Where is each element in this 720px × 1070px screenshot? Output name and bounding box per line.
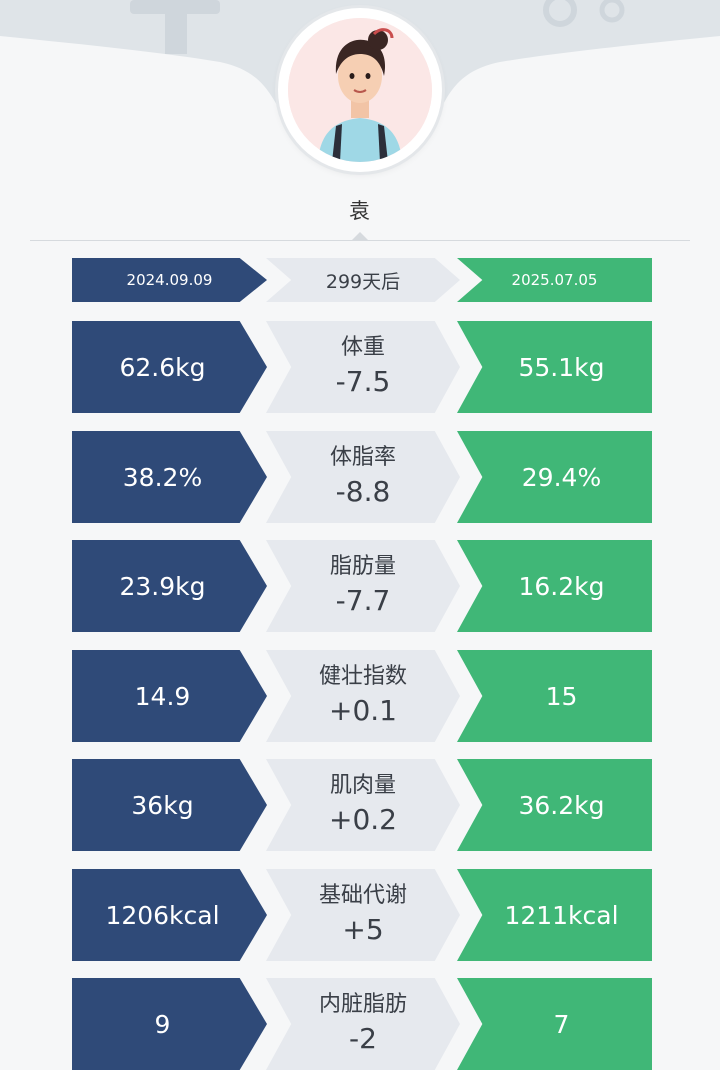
after-value: 29.4% — [457, 431, 652, 523]
after-value: 16.2kg — [457, 540, 652, 632]
after-value: 15 — [457, 650, 652, 742]
metric-label: 基础代谢 — [318, 883, 407, 908]
metric-label: 脂肪量 — [329, 554, 396, 579]
avatar-illustration — [288, 18, 432, 162]
change-value: +0.2 — [329, 803, 397, 836]
metric-change: 体脂率 -8.8 — [266, 431, 460, 523]
change-value: -2 — [349, 1022, 377, 1055]
metric-change: 健壮指数 +0.1 — [266, 650, 460, 742]
before-value: 14.9 — [72, 650, 267, 742]
metric-change: 肌肉量 +0.2 — [266, 759, 460, 851]
divider — [30, 240, 690, 241]
metric-change: 体重 -7.5 — [266, 321, 460, 413]
change-value: -8.8 — [335, 475, 391, 508]
before-value: 23.9kg — [72, 540, 267, 632]
before-value: 9 — [72, 978, 267, 1070]
change-value: +5 — [342, 913, 384, 946]
metric-change: 脂肪量 -7.7 — [266, 540, 460, 632]
after-value: 7 — [457, 978, 652, 1070]
metric-change: 基础代谢 +5 — [266, 869, 460, 961]
after-value: 55.1kg — [457, 321, 652, 413]
before-value: 62.6kg — [72, 321, 267, 413]
after-value: 1211kcal — [457, 869, 652, 961]
after-value: 36.2kg — [457, 759, 652, 851]
change-value: -7.7 — [335, 584, 391, 617]
metric-label: 体脂率 — [329, 445, 396, 470]
before-value: 38.2% — [72, 431, 267, 523]
before-value: 1206kcal — [72, 869, 267, 961]
change-value: +0.1 — [329, 694, 397, 727]
avatar[interactable] — [278, 8, 442, 172]
duration-label: 299天后 — [266, 258, 460, 302]
metric-label: 肌肉量 — [329, 773, 396, 798]
change-value: -7.5 — [335, 365, 391, 398]
metric-label: 内脏脂肪 — [318, 992, 407, 1017]
before-value: 36kg — [72, 759, 267, 851]
user-name: 袁 — [349, 199, 371, 223]
divider-pointer — [352, 232, 368, 240]
metric-label: 健壮指数 — [318, 664, 407, 689]
start-date: 2024.09.09 — [72, 258, 267, 302]
metric-change: 内脏脂肪 -2 — [266, 978, 460, 1070]
metric-label: 体重 — [340, 335, 385, 360]
end-date: 2025.07.05 — [457, 258, 652, 302]
